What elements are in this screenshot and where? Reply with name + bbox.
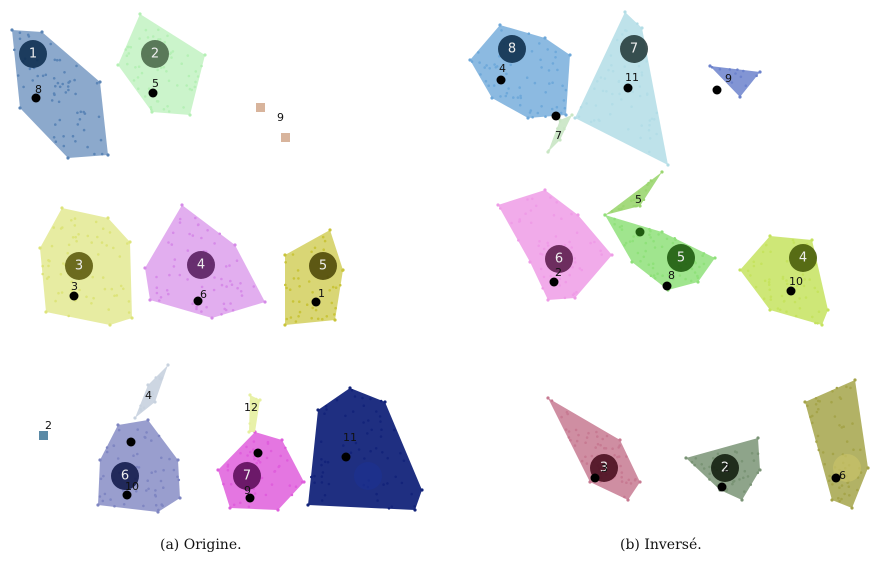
centroid-dot xyxy=(122,490,132,500)
cluster-hull-4-spike xyxy=(135,365,168,418)
cluster-hull-4b xyxy=(740,236,828,325)
centroid-dot xyxy=(148,88,158,98)
point-label: 5 xyxy=(152,77,159,90)
point-label: 3 xyxy=(601,462,608,475)
point-label: 10 xyxy=(125,480,139,493)
centroid-dot xyxy=(717,482,727,492)
cluster-badge-7 xyxy=(620,35,648,63)
cluster-hull-6 xyxy=(98,420,180,512)
point-label: 12 xyxy=(244,401,258,414)
point-label: 2 xyxy=(555,266,562,279)
centroid-dot xyxy=(635,227,645,237)
cluster-id-6: 6 xyxy=(121,469,129,484)
centroid-dot xyxy=(662,281,672,291)
cluster-badge-5 xyxy=(309,252,337,280)
cluster-hull-9 xyxy=(710,66,760,97)
cluster-badge-3 xyxy=(65,252,93,280)
centroid-dot xyxy=(31,93,41,103)
cluster-id-3: 3 xyxy=(75,259,83,274)
cluster-id-6: 6 xyxy=(555,252,563,267)
square-marker-9a xyxy=(256,103,265,112)
cluster-hull-5-spike xyxy=(605,172,662,215)
cluster-badge-6 xyxy=(545,245,573,273)
centroid-dot xyxy=(245,493,255,503)
cluster-id-1: 1 xyxy=(29,47,37,62)
cluster-hull-5b xyxy=(605,215,715,290)
cluster-badge-2 xyxy=(141,40,169,68)
centroid-dot xyxy=(253,448,263,458)
cluster-badge-1 xyxy=(19,40,47,68)
panel-b: 8 7 6 5 4 3 2 4 11 9 7 5 2 8 10 3 2 6 xyxy=(468,10,870,510)
cluster-id-5: 5 xyxy=(319,259,327,274)
cluster-hull-6b xyxy=(498,190,612,300)
centroid-dot xyxy=(193,296,203,306)
cluster-id-2: 2 xyxy=(721,461,729,476)
point-label: 5 xyxy=(635,193,642,206)
centroid-dot xyxy=(831,473,841,483)
cluster-id-4: 4 xyxy=(799,251,807,266)
cluster-badge-4 xyxy=(187,251,215,279)
centroid-dot xyxy=(69,291,79,301)
square-marker-2 xyxy=(39,431,48,440)
cluster-id-2: 2 xyxy=(151,47,159,62)
caption-b: (b) Inversé. xyxy=(620,537,702,553)
centroid-dot xyxy=(496,75,506,85)
point-label: 3 xyxy=(71,280,78,293)
cluster-badge-11 xyxy=(354,462,382,490)
centroid-dot xyxy=(551,111,561,121)
point-label: 11 xyxy=(343,431,357,444)
point-label: 9 xyxy=(244,484,251,497)
point-label: 2 xyxy=(723,462,730,475)
cluster-id-7: 7 xyxy=(243,469,251,484)
point-label: 9 xyxy=(277,111,284,124)
cluster-id-5: 5 xyxy=(677,251,685,266)
cluster-hull-7-small xyxy=(548,115,572,152)
point-label: 6 xyxy=(839,469,846,482)
point-label: 10 xyxy=(789,275,803,288)
centroid-dot xyxy=(623,83,633,93)
cluster-id-7: 7 xyxy=(630,42,638,57)
point-label: 11 xyxy=(625,71,639,84)
centroid-dot xyxy=(786,286,796,296)
point-label: 1 xyxy=(318,287,325,300)
cluster-hull-3b xyxy=(548,398,640,500)
caption-a: (a) Origine. xyxy=(160,537,242,553)
cluster-hull-7 xyxy=(218,432,304,510)
point-label: 8 xyxy=(35,83,42,96)
cluster-badge-8 xyxy=(498,35,526,63)
centroid-dot xyxy=(311,297,321,307)
centroid-dot xyxy=(126,437,136,447)
cluster-hull-11 xyxy=(308,388,422,510)
cluster-id-4: 4 xyxy=(197,258,205,273)
point-label: 4 xyxy=(499,62,506,75)
point-label: 7 xyxy=(555,129,562,142)
point-label: 4 xyxy=(145,389,152,402)
cluster-badge-2 xyxy=(711,454,739,482)
cluster-badge-7 xyxy=(233,462,261,490)
cluster-id-3: 3 xyxy=(600,461,608,476)
cluster-hull-6c xyxy=(805,380,868,508)
cluster-id-8: 8 xyxy=(508,42,516,57)
square-marker-9b xyxy=(281,133,290,142)
centroid-dot xyxy=(712,85,722,95)
centroid-dot xyxy=(590,473,600,483)
point-label: 2 xyxy=(45,419,52,432)
point-label: 8 xyxy=(668,269,675,282)
cluster-hull-7b xyxy=(575,12,668,165)
cluster-badge-4 xyxy=(789,244,817,272)
cluster-badge-extra xyxy=(833,454,861,482)
centroid-dot xyxy=(549,277,559,287)
centroid-dot xyxy=(341,452,351,462)
cluster-hull-12-spike xyxy=(249,395,260,432)
point-label: 9 xyxy=(725,72,732,85)
cluster-badge-6 xyxy=(111,462,139,490)
cluster-hull-5 xyxy=(285,230,343,325)
panel-a: 1 2 3 4 5 6 7 8 5 9 3 6 1 2 4 12 11 10 9 xyxy=(10,12,424,514)
cluster-badge-5 xyxy=(667,244,695,272)
point-label: 6 xyxy=(200,288,207,301)
cluster-hull-8 xyxy=(470,25,570,118)
